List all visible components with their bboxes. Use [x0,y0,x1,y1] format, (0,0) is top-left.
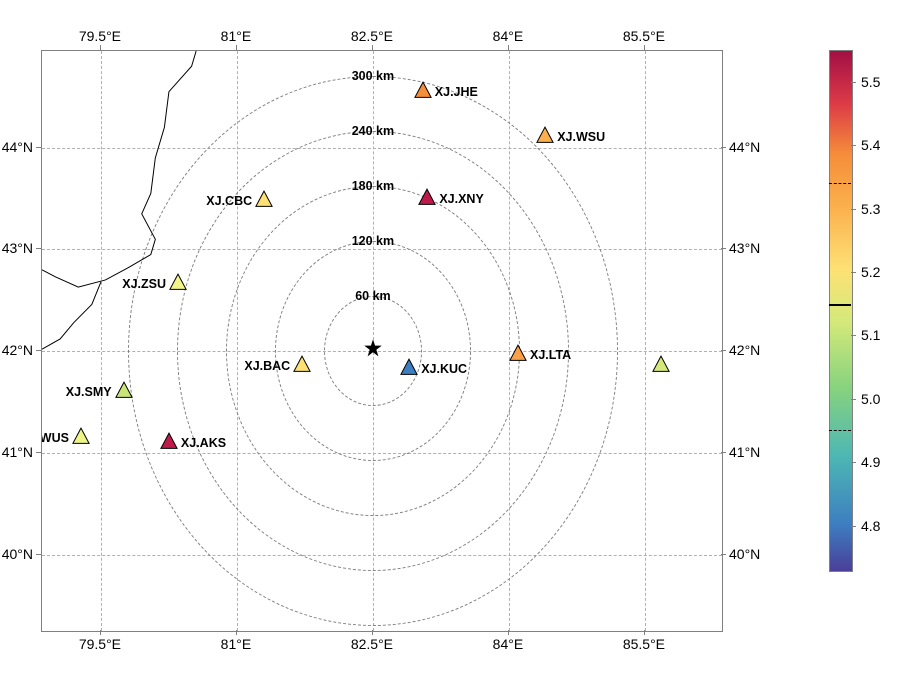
station-label: XJ.BAC [244,359,290,373]
station-marker [293,356,311,374]
colorbar-tick-label: 5.5 [861,74,880,90]
station-label: XJ.KUC [421,362,467,376]
x-tick [508,45,509,50]
y-tick-label: 42°N [729,342,760,358]
plot-inner: 60 km120 km180 km240 km300 kmXJ.JHEXJ.WS… [41,50,723,632]
y-tick [36,452,41,453]
x-tick-label: 84°E [493,636,524,652]
y-tick-label: 43°N [729,240,760,256]
x-tick [236,45,237,50]
colorbar-tick-label: 5.0 [861,391,880,407]
station-marker [418,188,436,206]
colorbar-tick [851,272,856,273]
y-tick [36,350,41,351]
station-label: XJ.WSU [557,130,605,144]
x-tick [100,630,101,635]
station-marker [169,273,187,291]
x-tick [644,45,645,50]
station-label: XJ.SMY [66,385,112,399]
y-tick [36,147,41,148]
station-label: XJ.CBC [206,194,252,208]
station-marker [509,344,527,362]
x-tick [508,630,509,635]
station-marker [160,432,178,450]
station-label: XJ.AKS [181,436,226,450]
colorbar-tick-label: 4.8 [861,518,880,534]
epicenter-star [363,339,383,364]
colorbar-hline [829,304,851,306]
colorbar-tick [851,82,856,83]
y-tick [721,248,726,249]
plot-area: 60 km120 km180 km240 km300 kmXJ.JHEXJ.WS… [0,20,781,678]
x-tick [372,630,373,635]
y-tick [721,452,726,453]
x-tick-label: 85.5°E [623,28,665,44]
x-tick [236,630,237,635]
colorbar-tick [851,145,856,146]
colorbar-tick [851,526,856,527]
y-tick [721,350,726,351]
y-tick [36,248,41,249]
station-marker [652,356,670,374]
station-label: XJ.WUS [41,431,69,445]
x-tick-label: 85.5°E [623,636,665,652]
y-tick [36,554,41,555]
y-tick-label: 44°N [729,139,760,155]
station-marker [536,127,554,145]
x-tick-label: 82.5°E [351,636,393,652]
colorbar-tick-label: 5.4 [861,137,880,153]
x-tick-label: 81°E [221,28,252,44]
colorbar [829,50,853,572]
colorbar-tick [851,209,856,210]
x-tick-label: 81°E [221,636,252,652]
plot-wrapper: 60 km120 km180 km240 km300 kmXJ.JHEXJ.WS… [0,20,781,678]
station-marker [414,81,432,99]
station-label: XJ.XNY [439,192,483,206]
colorbar-hline [829,183,851,184]
y-tick-label: 40°N [729,546,760,562]
y-tick [721,554,726,555]
y-tick-label: 42°N [2,342,33,358]
colorbar-tick-label: 4.9 [861,454,880,470]
station-marker [400,359,418,377]
y-tick-label: 40°N [2,546,33,562]
x-tick-label: 82.5°E [351,28,393,44]
x-tick [372,45,373,50]
x-tick-label: 84°E [493,28,524,44]
station-marker [72,427,90,445]
x-tick-label: 79.5°E [79,28,121,44]
colorbar-wrapper: 4.84.95.05.15.25.35.45.5Magnitude [829,20,916,678]
y-tick [721,147,726,148]
station-marker [115,381,133,399]
y-tick-label: 41°N [729,444,760,460]
y-tick-label: 41°N [2,444,33,460]
colorbar-tick-label: 5.3 [861,201,880,217]
x-tick-label: 79.5°E [79,636,121,652]
figure: 60 km120 km180 km240 km300 kmXJ.JHEXJ.WS… [0,20,916,678]
colorbar-tick-label: 5.1 [861,327,880,343]
station-label: XJ.JHE [435,85,478,99]
colorbar-tick [851,462,856,463]
x-tick [644,630,645,635]
station-label: XJ.LTA [530,348,571,362]
station-marker [255,190,273,208]
y-tick-label: 44°N [2,139,33,155]
colorbar-tick-label: 5.2 [861,264,880,280]
colorbar-tick [851,399,856,400]
station-label: XJ.ZSU [122,277,166,291]
colorbar-hline [829,430,851,431]
y-tick-label: 43°N [2,240,33,256]
colorbar-tick [851,335,856,336]
x-tick [100,45,101,50]
